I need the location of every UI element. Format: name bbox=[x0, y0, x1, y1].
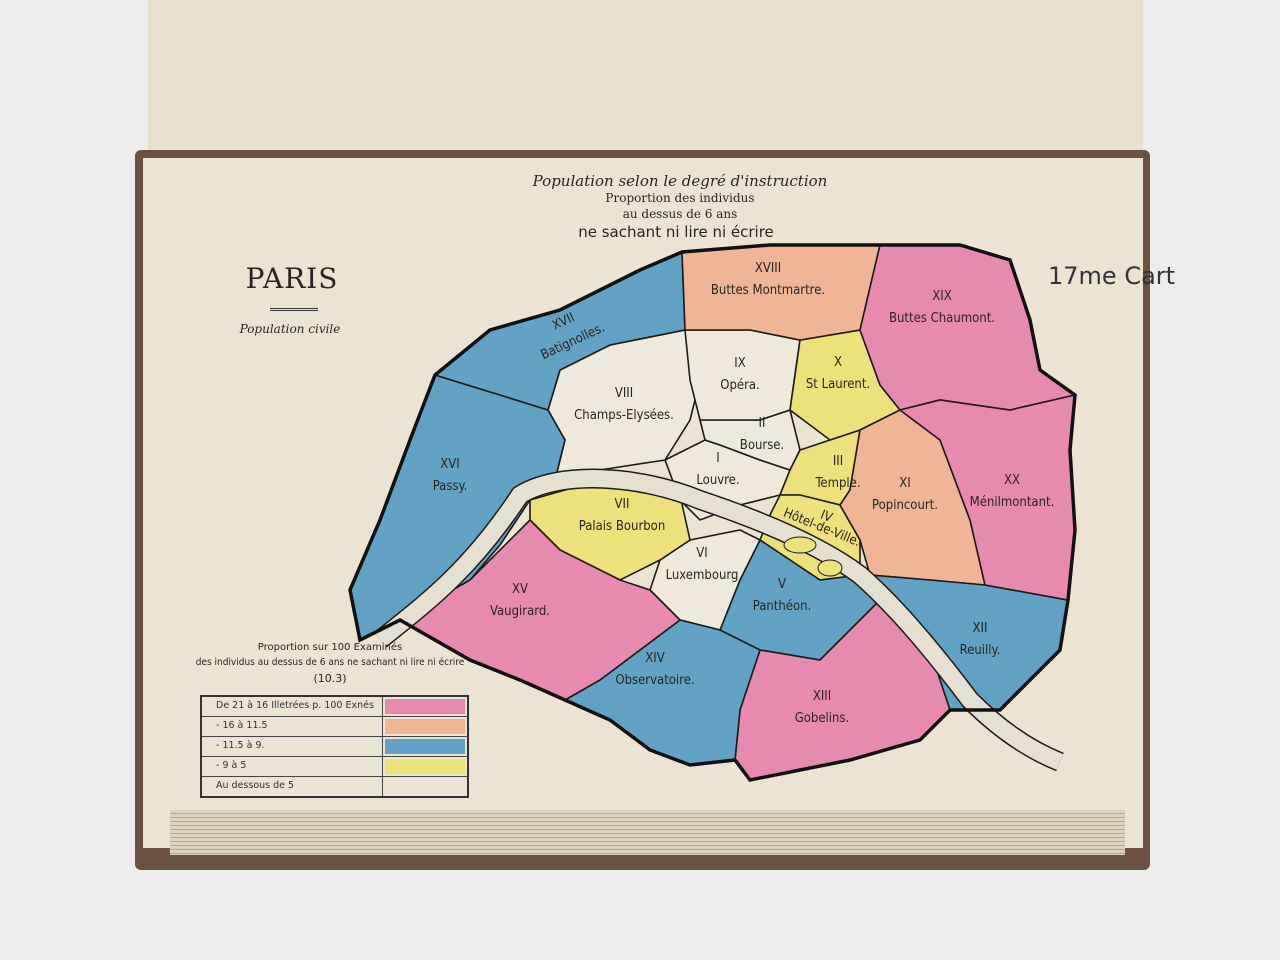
arrondissement-ix bbox=[684, 329, 801, 421]
arrondissement-name: Vaugirard. bbox=[490, 604, 550, 619]
arrondissement-name: Gobelins. bbox=[795, 711, 850, 726]
title-rule bbox=[270, 308, 318, 311]
island-1 bbox=[783, 536, 817, 554]
arrondissement-name: Reuilly. bbox=[960, 643, 1001, 658]
arrondissement-label-vii: VII Palais Bourbon bbox=[579, 497, 666, 534]
arrondissement-label-iii: III Temple. bbox=[814, 454, 860, 491]
arrondissement-label-xiii: XIII Gobelins. bbox=[795, 689, 850, 726]
arrondissement-name: St Laurent. bbox=[806, 377, 870, 392]
arrondissement-label-x: X St Laurent. bbox=[806, 355, 870, 392]
arrondissement-label-viii: VIII Champs-Elysées. bbox=[574, 386, 674, 423]
arrondissement-name: Buttes Montmartre. bbox=[711, 283, 825, 298]
arrondissement-number: XIX bbox=[932, 289, 951, 304]
arrondissement-name: Champs-Elysées. bbox=[574, 408, 674, 423]
arrondissement-number: I bbox=[716, 451, 719, 466]
legend-row: De 21 à 16 Illetrées p. 100 Exnés bbox=[202, 697, 467, 717]
arrondissement-number: III bbox=[833, 454, 843, 469]
legend-label: De 21 à 16 Illetrées p. 100 Exnés bbox=[202, 697, 383, 716]
arrondissement-label-ii: II Bourse. bbox=[740, 416, 784, 453]
population-label: Population civile bbox=[239, 322, 341, 336]
arrondissement-number: XII bbox=[973, 621, 988, 636]
arrondissement-label-xiv: XIV Observatoire. bbox=[615, 651, 694, 688]
map-subtitle-3: ne sachant ni lire ni écrire bbox=[578, 223, 774, 241]
map-subtitle-2: au dessus de 6 ans bbox=[622, 207, 738, 221]
arrondissement-number: XVIII bbox=[755, 261, 781, 276]
legend-label: - 9 à 5 bbox=[202, 757, 383, 776]
city-title: PARIS bbox=[245, 262, 339, 295]
legend-swatch-yellow bbox=[385, 759, 465, 774]
arrondissement-number: II bbox=[759, 416, 766, 431]
legend-row: - 11.5 à 9. bbox=[202, 737, 467, 757]
island-2 bbox=[817, 559, 843, 577]
legend-swatch-blue bbox=[385, 739, 465, 754]
card-number: 17me Cart bbox=[1048, 262, 1176, 290]
arrondissement-name: Temple. bbox=[814, 476, 860, 491]
legend-caption-1: Proportion sur 100 Examinés bbox=[257, 642, 403, 653]
legend-swatch-salmon bbox=[385, 719, 465, 734]
arrondissement-number: XVI bbox=[440, 457, 459, 472]
arrondissement-number: X bbox=[834, 355, 842, 370]
arrondissement-label-v: V Panthéon. bbox=[753, 577, 812, 614]
arrondissement-number: VII bbox=[615, 497, 630, 512]
arrondissement-name: Ménilmontant. bbox=[970, 495, 1055, 510]
arrondissement-number: XIII bbox=[813, 689, 831, 704]
arrondissement-name: Popincourt. bbox=[872, 498, 938, 513]
arrondissement-label-xviii: XVIII Buttes Montmartre. bbox=[711, 261, 825, 298]
arrondissement-number: IV bbox=[818, 508, 834, 526]
arrondissement-name: Louvre. bbox=[696, 473, 739, 488]
arrondissement-number: V bbox=[778, 577, 786, 592]
legend-swatch-pink bbox=[385, 699, 465, 714]
arrondissement-name: Opéra. bbox=[720, 378, 760, 393]
arrondissement-name: Observatoire. bbox=[615, 673, 694, 688]
arrondissement-label-xx: XX Ménilmontant. bbox=[970, 473, 1055, 510]
city-boundary bbox=[348, 243, 1077, 782]
arrondissement-number: XX bbox=[1004, 473, 1020, 488]
legend-label: - 16 à 11.5 bbox=[202, 717, 383, 736]
arrondissement-label-xi: XI Popincourt. bbox=[872, 476, 938, 513]
arrondissement-label-xii: XII Reuilly. bbox=[960, 621, 1001, 658]
seine-river bbox=[374, 470, 1064, 770]
arrondissement-label-i: I Louvre. bbox=[696, 451, 739, 488]
arrondissement-number: XI bbox=[899, 476, 910, 491]
legend-row: - 9 à 5 bbox=[202, 757, 467, 777]
legend-label: Au dessous de 5 bbox=[202, 777, 383, 796]
map-title: Population selon le degré d'instruction bbox=[532, 172, 828, 190]
arrondissement-xix bbox=[859, 244, 1077, 411]
arrondissement-number: XV bbox=[512, 582, 528, 597]
arrondissement-name: Palais Bourbon bbox=[579, 519, 666, 534]
arrondissement-number: VI bbox=[696, 546, 707, 561]
arrondissement-name: Buttes Chaumont. bbox=[889, 311, 995, 326]
legend-table: De 21 à 16 Illetrées p. 100 Exnés - 16 à … bbox=[200, 695, 469, 798]
arrondissement-label-xv: XV Vaugirard. bbox=[490, 582, 550, 619]
arrondissement-label-ix: IX Opéra. bbox=[720, 356, 760, 393]
page-leaves bbox=[170, 810, 1125, 855]
legend-caption-2: des individus au dessus de 6 ans ne sach… bbox=[195, 657, 465, 668]
arrondissement-number: XIV bbox=[645, 651, 664, 666]
legend-average: (10.3) bbox=[313, 672, 347, 685]
arrondissement-label-vi: VI Luxembourg bbox=[666, 546, 739, 583]
arrondissement-number: IX bbox=[734, 356, 745, 371]
legend-swatch-white bbox=[385, 779, 465, 794]
arrondissement-label-xvi: XVI Passy. bbox=[433, 457, 468, 494]
arrondissement-name: Passy. bbox=[433, 479, 468, 494]
legend-row: - 16 à 11.5 bbox=[202, 717, 467, 737]
arrondissement-name: Panthéon. bbox=[753, 599, 812, 614]
legend-row: Au dessous de 5 bbox=[202, 777, 467, 796]
arrondissement-number: VIII bbox=[615, 386, 633, 401]
legend-label: - 11.5 à 9. bbox=[202, 737, 383, 756]
arrondissement-label-xix: XIX Buttes Chaumont. bbox=[889, 289, 995, 326]
map-subtitle-1: Proportion des individus bbox=[605, 191, 755, 205]
arrondissement-name: Luxembourg bbox=[666, 568, 739, 583]
arrondissement-name: Bourse. bbox=[740, 438, 784, 453]
